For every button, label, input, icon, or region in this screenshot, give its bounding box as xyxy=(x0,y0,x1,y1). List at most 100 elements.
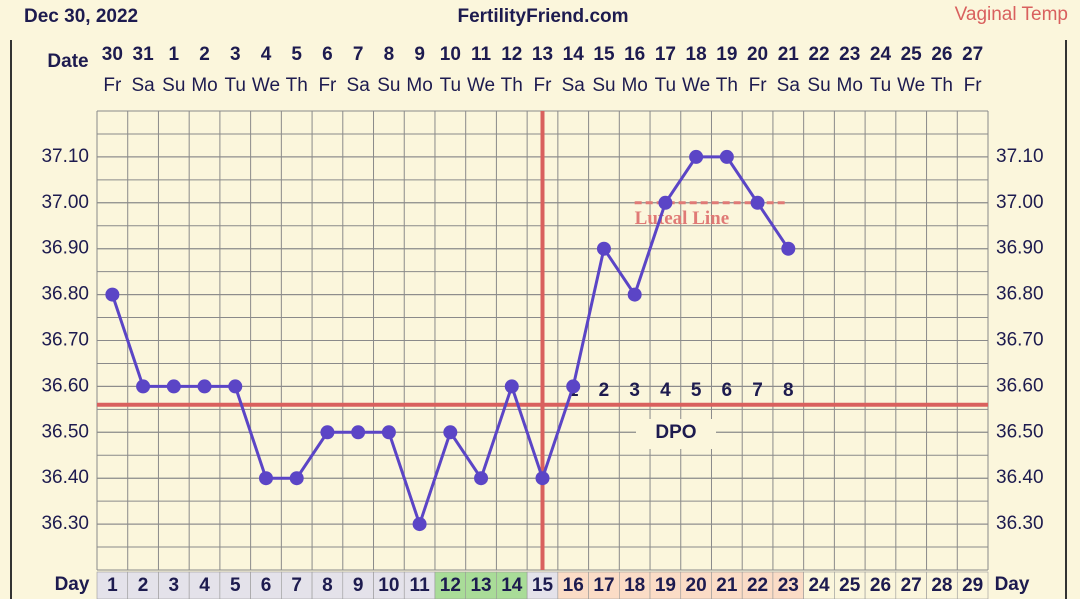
dpo-number: 2 xyxy=(599,380,610,401)
day-label-right: Day xyxy=(995,574,1030,595)
day-number: 23 xyxy=(778,575,799,596)
day-cell xyxy=(557,571,589,599)
y-tick-label: 36.50 xyxy=(41,421,89,442)
weekday: Tu xyxy=(440,75,461,96)
date-number: 20 xyxy=(747,44,768,65)
date-number: 24 xyxy=(870,44,892,65)
y-tick-label-right: 36.40 xyxy=(996,467,1044,488)
temperature-point xyxy=(197,379,212,394)
date-number: 2 xyxy=(199,44,210,65)
weekday: Su xyxy=(162,75,185,96)
temperature-point xyxy=(596,241,611,256)
day-number: 16 xyxy=(563,575,584,596)
y-tick-label-right: 36.30 xyxy=(996,513,1044,534)
date-number: 4 xyxy=(261,44,272,65)
day-cell xyxy=(342,571,374,599)
weekday: Sa xyxy=(131,75,155,96)
dpo-number: 3 xyxy=(629,380,640,401)
temperature-point xyxy=(381,425,396,440)
date-number: 12 xyxy=(501,44,522,65)
day-number: 29 xyxy=(962,575,983,596)
temperature-point xyxy=(412,517,427,532)
day-number: 21 xyxy=(716,575,738,596)
weekday: Su xyxy=(807,75,830,96)
date-number: 21 xyxy=(778,44,800,65)
weekday: Fr xyxy=(964,75,983,96)
date-number: 15 xyxy=(593,44,615,65)
date-number: 8 xyxy=(384,44,395,65)
y-tick-label: 36.30 xyxy=(41,513,89,534)
day-cell xyxy=(496,571,528,599)
day-cell xyxy=(96,571,129,599)
temperature-point xyxy=(535,471,550,486)
day-cell xyxy=(772,571,804,599)
dpo-number: 4 xyxy=(660,380,671,401)
temperature-point xyxy=(474,471,489,486)
weekday: Mo xyxy=(406,75,432,96)
day-number: 19 xyxy=(655,575,676,596)
date-number: 26 xyxy=(931,44,952,65)
y-tick-label-right: 36.60 xyxy=(996,375,1044,396)
dpo-number: 5 xyxy=(691,380,702,401)
dpo-label: DPO xyxy=(655,422,696,443)
y-tick-label: 37.00 xyxy=(41,192,89,213)
day-number: 4 xyxy=(199,575,210,596)
weekday: Th xyxy=(716,75,738,96)
date-number: 3 xyxy=(230,44,241,65)
chart-date: Dec 30, 2022 xyxy=(24,6,138,27)
day-cell xyxy=(311,571,344,599)
day-number: 1 xyxy=(107,575,118,596)
weekday: Fr xyxy=(749,75,768,96)
date-number: 27 xyxy=(962,44,983,65)
weekday: Su xyxy=(592,75,615,96)
day-cell xyxy=(711,571,743,599)
temperature-point xyxy=(443,425,458,440)
weekday: Mo xyxy=(837,75,863,96)
day-number: 22 xyxy=(747,575,768,596)
y-tick-label-right: 37.00 xyxy=(996,192,1044,213)
date-number: 5 xyxy=(291,44,302,65)
temperature-point xyxy=(566,379,581,394)
day-number: 5 xyxy=(230,575,241,596)
day-number: 17 xyxy=(593,575,614,596)
day-cell xyxy=(127,571,159,599)
day-number: 3 xyxy=(169,575,180,596)
day-number: 11 xyxy=(410,575,431,596)
weekday: Tu xyxy=(225,75,246,96)
weekday: We xyxy=(467,75,495,96)
weekday: Mo xyxy=(191,75,217,96)
day-number: 20 xyxy=(686,575,707,596)
day-cell xyxy=(403,571,436,599)
temperature-point xyxy=(228,379,243,394)
y-tick-label: 37.10 xyxy=(41,146,89,167)
date-number: 6 xyxy=(322,44,333,65)
day-cell xyxy=(219,571,251,599)
day-number: 24 xyxy=(808,575,830,596)
weekday: We xyxy=(897,75,925,96)
day-number: 15 xyxy=(532,575,554,596)
date-number: 13 xyxy=(532,44,553,65)
day-cell xyxy=(680,571,712,599)
weekday: Mo xyxy=(621,75,647,96)
day-number: 25 xyxy=(839,575,861,596)
weekday: Fr xyxy=(103,75,122,96)
weekday: Fr xyxy=(534,75,553,96)
weekday: Tu xyxy=(870,75,891,96)
temperature-point xyxy=(781,241,796,256)
dpo-number: 8 xyxy=(783,380,794,401)
weekday: We xyxy=(252,75,280,96)
day-number: 26 xyxy=(870,575,891,596)
day-cell xyxy=(895,571,927,599)
day-cell xyxy=(803,571,835,599)
chart-title: FertilityFriend.com xyxy=(457,6,628,27)
day-number: 8 xyxy=(322,575,333,596)
day-label-left: Day xyxy=(55,574,90,595)
temperature-point xyxy=(105,287,120,302)
temperature-point xyxy=(627,287,642,302)
day-number: 27 xyxy=(901,575,922,596)
temperature-point xyxy=(750,195,765,210)
weekday: We xyxy=(682,75,710,96)
